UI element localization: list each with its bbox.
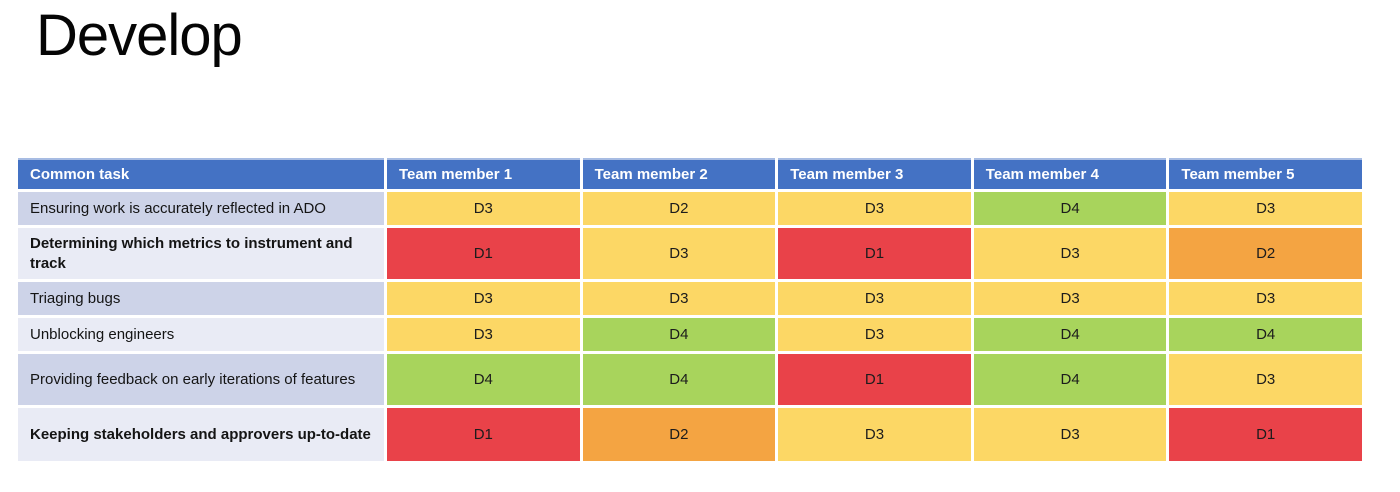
rating-cell: D3 [973,408,1167,461]
rating-cell: D3 [778,282,971,315]
column-header-team-member-2: Team member 2 [582,158,776,189]
rating-cell: D4 [973,318,1167,351]
table-header-row: Common task Team member 1 Team member 2 … [18,158,1362,189]
rating-cell: D3 [582,228,776,279]
rating-cell: D1 [387,408,580,461]
rating-cell: D3 [387,318,580,351]
table-row: Triaging bugs D3 D3 D3 D3 D3 [18,282,1362,315]
task-label-cell: Unblocking engineers [18,318,384,351]
column-header-common-task: Common task [18,158,384,189]
task-label-cell: Providing feedback on early iterations o… [18,354,384,405]
rating-cell: D2 [1169,228,1362,279]
task-label-cell: Keeping stakeholders and approvers up-to… [18,408,384,461]
table-row: Determining which metrics to instrument … [18,228,1362,279]
rating-cell: D3 [973,228,1167,279]
rating-cell: D3 [778,408,971,461]
rating-cell: D3 [1169,282,1362,315]
rating-cell: D4 [582,318,776,351]
table-row: Keeping stakeholders and approvers up-to… [18,408,1362,461]
page-title: Develop [36,3,243,68]
task-rating-table: Common task Team member 1 Team member 2 … [18,158,1362,464]
rating-cell: D3 [778,192,971,225]
rating-cell: D3 [778,318,971,351]
rating-cell: D1 [1169,408,1362,461]
rating-cell: D3 [1169,192,1362,225]
column-header-team-member-4: Team member 4 [973,158,1167,189]
rating-cell: D3 [1169,354,1362,405]
task-label-cell: Ensuring work is accurately reflected in… [18,192,384,225]
rating-cell: D1 [778,354,971,405]
table-row: Ensuring work is accurately reflected in… [18,192,1362,225]
rating-cell: D1 [778,228,971,279]
rating-cell: D3 [973,282,1167,315]
rating-cell: D1 [387,228,580,279]
rating-cell: D2 [582,192,776,225]
task-label-cell: Triaging bugs [18,282,384,315]
rating-cell: D4 [973,192,1167,225]
rating-cell: D3 [582,282,776,315]
rating-cell: D4 [1169,318,1362,351]
column-header-team-member-5: Team member 5 [1169,158,1362,189]
rating-cell: D3 [387,282,580,315]
column-header-team-member-1: Team member 1 [387,158,580,189]
column-header-team-member-3: Team member 3 [778,158,971,189]
rating-cell: D2 [582,408,776,461]
task-label-cell: Determining which metrics to instrument … [18,228,384,279]
table-row: Unblocking engineers D3 D4 D3 D4 D4 [18,318,1362,351]
rating-cell: D4 [973,354,1167,405]
rating-cell: D4 [387,354,580,405]
rating-cell: D4 [582,354,776,405]
rating-cell: D3 [387,192,580,225]
table-row: Providing feedback on early iterations o… [18,354,1362,405]
